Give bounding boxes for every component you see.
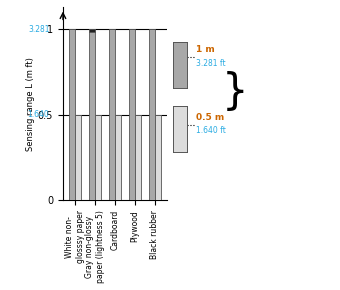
Y-axis label: Sensing range L (m ft): Sensing range L (m ft): [26, 57, 35, 151]
Text: 3.281: 3.281: [28, 25, 49, 34]
Text: 0.5 m: 0.5 m: [196, 113, 224, 122]
Bar: [95, 115, 101, 200]
Bar: [75, 115, 81, 200]
Bar: [88, 29, 95, 200]
Bar: [108, 29, 115, 200]
Text: 3.281 ft: 3.281 ft: [196, 59, 226, 68]
Bar: [155, 115, 161, 200]
Text: 1 m: 1 m: [196, 45, 215, 54]
Bar: [88, 29, 95, 32]
Text: 1.640: 1.640: [28, 110, 49, 119]
Bar: [149, 29, 155, 200]
Text: 1.640 ft: 1.640 ft: [196, 126, 226, 135]
Bar: [135, 115, 141, 200]
Bar: [129, 29, 135, 200]
Text: }: }: [222, 71, 249, 113]
Bar: [69, 29, 75, 200]
Bar: [115, 115, 121, 200]
